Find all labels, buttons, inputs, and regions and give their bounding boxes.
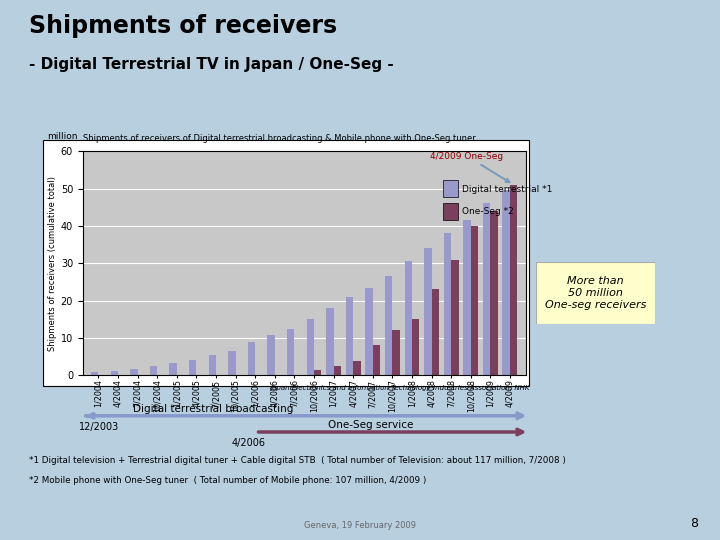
- Bar: [333, 366, 341, 375]
- Bar: [392, 330, 400, 375]
- Text: Geneva, 19 February 2009: Geneva, 19 February 2009: [304, 521, 416, 530]
- FancyBboxPatch shape: [536, 262, 655, 324]
- Bar: [248, 342, 255, 375]
- Text: *1 Digital television + Terrestrial digital tuner + Cable digital STB  ( Total n: *1 Digital television + Terrestrial digi…: [29, 456, 566, 465]
- Bar: [443, 180, 459, 198]
- Text: One-Seg *2: One-Seg *2: [462, 207, 513, 217]
- Bar: [169, 363, 177, 375]
- Text: *2 Mobile phone with One-Seg tuner  ( Total number of Mobile phone: 107 million,: *2 Mobile phone with One-Seg tuner ( Tot…: [29, 476, 426, 485]
- Bar: [444, 233, 451, 375]
- Text: More than
50 million
One-seg receivers: More than 50 million One-seg receivers: [545, 276, 647, 309]
- Bar: [424, 248, 431, 375]
- Bar: [91, 372, 99, 375]
- Text: Digital terrestrial *1: Digital terrestrial *1: [462, 185, 552, 194]
- Y-axis label: Shipments of receivers (cumulative total): Shipments of receivers (cumulative total…: [48, 176, 57, 350]
- Bar: [451, 260, 459, 375]
- Bar: [150, 366, 157, 375]
- Bar: [405, 261, 412, 375]
- Text: - Digital Terrestrial TV in Japan / One-Seg -: - Digital Terrestrial TV in Japan / One-…: [29, 57, 394, 72]
- Text: One-Seg service: One-Seg service: [328, 420, 413, 430]
- Text: Digital terrestrial broadcasting: Digital terrestrial broadcasting: [133, 404, 294, 414]
- Bar: [373, 346, 380, 375]
- Bar: [503, 191, 510, 375]
- Text: 12/2003: 12/2003: [79, 422, 120, 433]
- Text: 4/2006: 4/2006: [231, 438, 266, 449]
- Text: Japan Electronics and Information Technology Industries Association, NHK: Japan Electronics and Information Techno…: [270, 384, 529, 390]
- Bar: [483, 204, 490, 375]
- Bar: [431, 289, 439, 375]
- Bar: [267, 335, 275, 375]
- Bar: [130, 369, 138, 375]
- Bar: [346, 297, 354, 375]
- Bar: [443, 203, 459, 220]
- Text: Shipments of receivers: Shipments of receivers: [29, 14, 337, 37]
- Text: 8: 8: [690, 517, 698, 530]
- Bar: [490, 211, 498, 375]
- Bar: [471, 226, 478, 375]
- Bar: [287, 329, 294, 375]
- Bar: [510, 185, 518, 375]
- Bar: [365, 287, 373, 375]
- Text: Shipments of receivers of Digital terrestrial broadcasting & Mobile phone with O: Shipments of receivers of Digital terres…: [83, 134, 475, 143]
- Bar: [385, 276, 392, 375]
- Bar: [314, 370, 321, 375]
- Text: 4/2009 One-Seg: 4/2009 One-Seg: [431, 152, 510, 182]
- Bar: [354, 361, 361, 375]
- Bar: [209, 355, 216, 375]
- Text: million: million: [47, 132, 77, 141]
- Bar: [307, 319, 314, 375]
- Bar: [228, 351, 235, 375]
- Bar: [189, 360, 197, 375]
- Bar: [111, 371, 118, 375]
- Bar: [412, 319, 420, 375]
- Bar: [463, 220, 471, 375]
- Bar: [326, 308, 333, 375]
